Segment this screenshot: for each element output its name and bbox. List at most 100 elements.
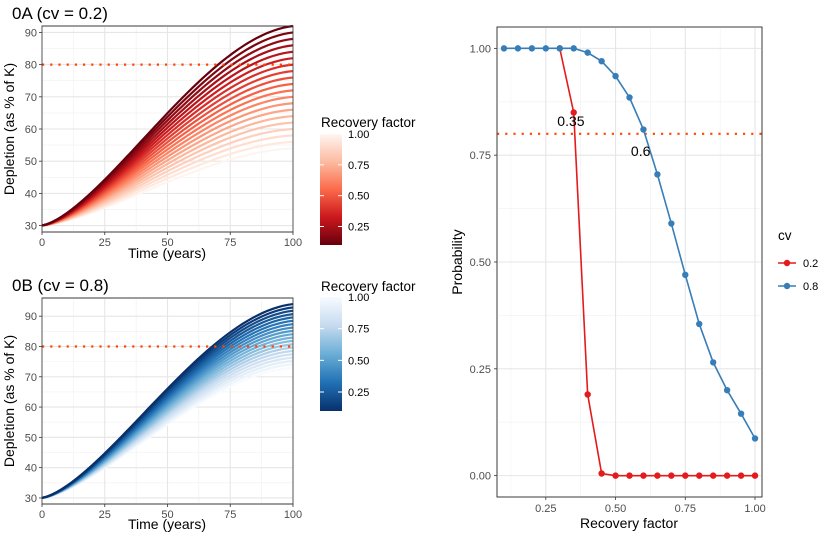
panel-a-legend-colorbar bbox=[320, 134, 342, 245]
panel-c-point-0.8 bbox=[528, 45, 536, 52]
panel-c-legend-key-point bbox=[783, 282, 791, 290]
panel-c-point-0.8 bbox=[612, 72, 619, 80]
panel-a-legend-tick-label: 0.25 bbox=[348, 222, 369, 234]
panel-a-ytick-label: 70 bbox=[25, 92, 37, 104]
panel-a-legend-tick-label: 0.50 bbox=[348, 191, 369, 203]
panel-a-xtick-label: 100 bbox=[284, 237, 302, 249]
panel-b-ytick-label: 50 bbox=[25, 432, 37, 444]
panel-c-xtick-label: 1.00 bbox=[744, 503, 765, 515]
panel-b-legend-title: Recovery factor bbox=[321, 279, 416, 294]
panel-a-legend-ticks: 1.00 0.75 0.50 0.25 bbox=[320, 129, 369, 234]
panel-a-title: 0A (cv = 0.2) bbox=[12, 4, 108, 23]
panel-a-legend-tick-label: 0.75 bbox=[348, 160, 369, 172]
panel-c-legend-label: 0.8 bbox=[803, 281, 818, 293]
panel-b-legend: Recovery factor 1.00 0.75 0.50 0.25 bbox=[320, 279, 416, 411]
panel-c-point-0.2 bbox=[751, 472, 759, 479]
panel-b-legend-tick-label: 1.00 bbox=[348, 292, 369, 304]
panel-b-ytick-label: 30 bbox=[25, 493, 37, 505]
panel-c-point-0.8 bbox=[696, 320, 703, 328]
panel-c-point-0.8 bbox=[751, 435, 759, 442]
panel-c-point-0.8 bbox=[598, 57, 605, 65]
panel-b-legend-tick-label: 0.50 bbox=[348, 355, 369, 367]
panel-b: 0B (cv = 0.8) 0 25 50 75 100 30 40 50 60 70 80 90 T… bbox=[1, 276, 416, 532]
panel-c-point-0.2 bbox=[598, 470, 605, 477]
panel-c-point-0.8 bbox=[626, 94, 633, 101]
panel-c-ytick-label: 1.00 bbox=[470, 43, 491, 55]
panel-c-point-0.8 bbox=[570, 45, 577, 52]
panel-c-legend-label: 0.2 bbox=[803, 258, 818, 270]
panel-c-point-0.2 bbox=[682, 472, 689, 479]
panel-c-point-0.8 bbox=[584, 49, 591, 56]
panel-c-point-0.8 bbox=[514, 45, 522, 52]
panel-c-point-0.2 bbox=[626, 472, 633, 479]
panel-b-ytick-label: 80 bbox=[25, 341, 37, 353]
panel-c-ytick-label: 0.00 bbox=[470, 471, 491, 483]
panel-c-point-0.2 bbox=[654, 472, 661, 479]
panel-a-ytick-label: 60 bbox=[25, 124, 37, 136]
panel-b-ytick-label: 60 bbox=[25, 402, 37, 414]
panel-c-legend-key-point bbox=[783, 259, 791, 267]
panel-b-xtick-label: 75 bbox=[224, 509, 236, 521]
panel-c-point-0.8 bbox=[668, 220, 675, 227]
panel-c-point-0.2 bbox=[570, 109, 577, 116]
panel-c-point-0.8 bbox=[709, 359, 717, 366]
panel-a-legend: Recovery factor 1.00 0.75 0.50 0.25 bbox=[320, 115, 416, 245]
panel-c-annotation: 0.35 bbox=[557, 113, 584, 129]
panel-a-ytick-label: 90 bbox=[25, 27, 37, 39]
panel-c-point-0.8 bbox=[556, 45, 563, 52]
panel-c-legend-keys: 0.2 0.8 bbox=[778, 258, 818, 293]
panel-b-ytick-label: 40 bbox=[25, 463, 37, 475]
panel-b-legend-tick-label: 0.25 bbox=[348, 387, 369, 399]
panel-b-xtick-label: 0 bbox=[39, 509, 45, 521]
panel-a-ytick-label: 50 bbox=[25, 156, 37, 168]
panel-b-legend-tick-label: 0.75 bbox=[348, 324, 369, 336]
panel-c-point-0.2 bbox=[668, 472, 675, 479]
panel-b-series-line bbox=[41, 302, 294, 500]
panel-c-point-0.8 bbox=[737, 410, 745, 417]
panel-a-ytick-label: 40 bbox=[25, 188, 37, 200]
panel-a-series-line bbox=[41, 24, 294, 227]
panel-c-xtick-label: 0.50 bbox=[605, 503, 626, 515]
panel-c-point-0.8 bbox=[542, 45, 550, 52]
panel-a-legend-tick-label: 1.00 bbox=[348, 129, 369, 141]
panel-c-legend: cv 0.2 0.8 bbox=[778, 228, 818, 293]
panel-c: 0.35 0.6 0.25 0.50 0.75 1.00 0.00 0.25 0.50 0.75… bbox=[449, 26, 818, 531]
panel-c-point-0.8 bbox=[682, 271, 689, 279]
panel-b-xtick-label: 100 bbox=[284, 509, 302, 521]
panel-c-point-0.2 bbox=[696, 472, 703, 479]
panel-b-legend-ticks: 1.00 0.75 0.50 0.25 bbox=[320, 292, 369, 399]
panel-c-ytick-label: 0.50 bbox=[470, 257, 491, 269]
panel-c-ytick-label: 0.25 bbox=[470, 364, 491, 376]
panel-a-ytick-label: 30 bbox=[25, 221, 37, 233]
panel-c-annotation: 0.6 bbox=[631, 143, 651, 159]
panel-a-xtick-label: 0 bbox=[39, 237, 45, 249]
panel-c-point-0.8 bbox=[640, 126, 647, 133]
panel-c-point-0.2 bbox=[723, 472, 731, 479]
panel-c-point-0.2 bbox=[737, 472, 745, 479]
panel-b-xlabel: Time (years) bbox=[128, 516, 206, 532]
panel-a-legend-title: Recovery factor bbox=[321, 115, 416, 130]
panel-c-point-0.2 bbox=[709, 472, 717, 479]
panel-c-xlabel: Recovery factor bbox=[580, 515, 678, 531]
panel-c-series bbox=[500, 45, 759, 479]
panel-a-ticks: 0 25 50 75 100 30 40 50 60 70 80 90 bbox=[25, 27, 302, 249]
panel-c-ticks: 0.25 0.50 0.75 1.00 0.00 0.25 0.50 0.75 1.00 bbox=[470, 43, 766, 515]
panel-c-point-0.8 bbox=[500, 45, 508, 52]
panel-b-ytick-label: 90 bbox=[25, 311, 37, 323]
panel-a-xlabel: Time (years) bbox=[128, 245, 206, 261]
panel-b-ticks: 0 25 50 75 100 30 40 50 60 70 80 90 bbox=[25, 311, 302, 521]
panel-b-ytick-label: 70 bbox=[25, 372, 37, 384]
panel-c-point-0.2 bbox=[612, 472, 619, 479]
panel-c-point-0.8 bbox=[654, 171, 661, 178]
panel-b-legend-colorbar bbox=[320, 297, 342, 411]
panel-c-point-0.2 bbox=[640, 472, 647, 479]
panel-b-xtick-label: 25 bbox=[99, 509, 111, 521]
panel-b-series bbox=[41, 302, 294, 500]
panel-a-ylabel: Depletion (as % of K) bbox=[1, 63, 17, 195]
panel-c-point-0.8 bbox=[723, 386, 731, 394]
panel-c-ylabel: Probability bbox=[449, 229, 465, 294]
panel-b-ylabel: Depletion (as % of K) bbox=[1, 335, 17, 467]
panel-b-xtick-label: 50 bbox=[161, 509, 173, 521]
panel-a-xtick-label: 50 bbox=[161, 237, 173, 249]
